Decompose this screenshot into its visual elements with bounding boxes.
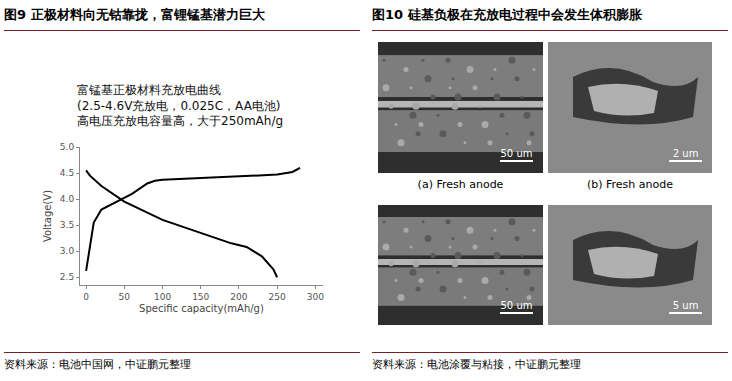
svg-text:2.5: 2.5	[60, 272, 74, 282]
svg-text:200: 200	[230, 292, 247, 302]
html-text:图9 正极材料向无钴靠拢，富锂锰基潜力巨大: 图9 正极材料向无钴靠拢，富锂锰基潜力巨大	[4, 7, 265, 22]
svg-text:4.0: 4.0	[60, 194, 75, 204]
html-text:资料来源：电池涂覆与粘接，中证鹏元整理: 资料来源：电池涂覆与粘接，中证鹏元整理	[372, 358, 581, 371]
svg-text:3.0: 3.0	[60, 246, 75, 256]
html-text:图10 硅基负极在充放电过程中会发生体积膨胀: 图10 硅基负极在充放电过程中会发生体积膨胀	[372, 7, 642, 22]
svg-text:5 um: 5 um	[673, 300, 699, 311]
svg-text:50 um: 50 um	[501, 148, 533, 159]
svg-text:2 um: 2 um	[673, 148, 699, 159]
svg-text:Specific capacity(mAh/g): Specific capacity(mAh/g)	[139, 303, 264, 314]
svg-text:(b) Fresh anode: (b) Fresh anode	[587, 178, 673, 191]
svg-text:0: 0	[83, 292, 89, 302]
svg-text:富锰基正极材料充放电曲线(2.5-4.6V充放电，0.025: 富锰基正极材料充放电曲线(2.5-4.6V充放电，0.025C，AA电池)高电压…	[77, 83, 283, 128]
svg-text:50 um: 50 um	[501, 300, 533, 311]
html-text:资料来源：电池中国网，中证鹏元整理: 资料来源：电池中国网，中证鹏元整理	[4, 358, 191, 371]
svg-text:4.5: 4.5	[60, 168, 74, 178]
svg-text:3.5: 3.5	[60, 220, 74, 230]
svg-text:250: 250	[269, 292, 286, 302]
svg-text:Voltage(V): Voltage(V)	[42, 190, 53, 242]
svg-text:100: 100	[154, 292, 171, 302]
svg-text:300: 300	[307, 292, 324, 302]
svg-text:50: 50	[119, 292, 131, 302]
svg-text:150: 150	[192, 292, 209, 302]
svg-text:(a) Fresh anode: (a) Fresh anode	[418, 178, 504, 191]
svg-text:5.0: 5.0	[60, 142, 75, 152]
